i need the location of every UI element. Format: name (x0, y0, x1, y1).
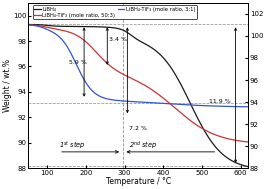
X-axis label: Temperature / °C: Temperature / °C (106, 177, 171, 186)
Text: 2$^{nd}$ step: 2$^{nd}$ step (128, 139, 157, 152)
Text: 3.4 %: 3.4 % (109, 37, 127, 42)
Text: 5.9 %: 5.9 % (69, 60, 86, 64)
Text: 1$^{st}$ step: 1$^{st}$ step (59, 139, 86, 151)
Legend: LiBH₄, LiBH₄-TiF₃ (mole ratio, 50:3), LiBH₄-TiF₃ (mole ratio, 3:1): LiBH₄, LiBH₄-TiF₃ (mole ratio, 50:3), Li… (33, 5, 197, 19)
Text: 11.9 %: 11.9 % (209, 99, 231, 104)
Text: 7.2 %: 7.2 % (129, 126, 147, 131)
Y-axis label: Weight / wt.%: Weight / wt.% (3, 59, 12, 112)
